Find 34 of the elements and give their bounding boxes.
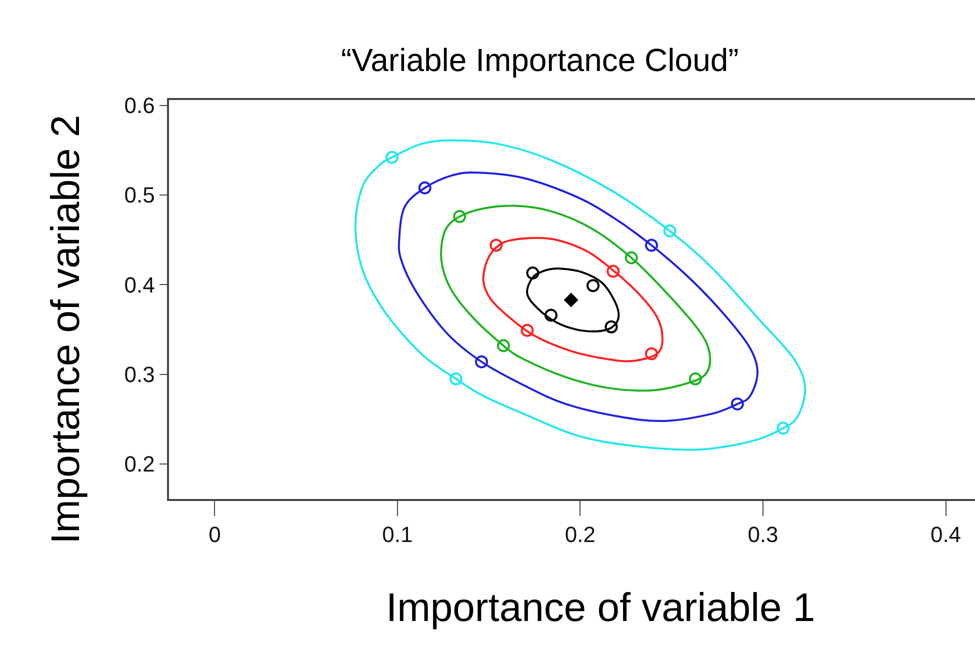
x-tick-label: 0.3: [748, 522, 778, 548]
x-tick-label: 0: [208, 522, 221, 548]
y-tick-label: 0.5: [124, 182, 155, 208]
point: [496, 339, 510, 352]
y-tick-label: 0.2: [124, 452, 155, 477]
point: [586, 279, 600, 292]
x-tick-label: 0.1: [382, 522, 413, 548]
point: [418, 181, 432, 194]
point: [520, 324, 534, 337]
point: [544, 308, 558, 322]
point: [776, 422, 790, 435]
chart-title: “Variable Importance Cloud”: [341, 42, 739, 78]
point: [730, 397, 744, 410]
point: [606, 264, 620, 278]
y-tick-label: 0.6: [124, 93, 155, 118]
point: [475, 355, 488, 368]
point: [688, 372, 702, 386]
y-tick-label: 0.3: [124, 362, 155, 388]
point: [663, 224, 676, 238]
y-tick-label: 0.4: [124, 272, 155, 298]
x-tick-label: 0.4: [930, 522, 962, 548]
point: [645, 347, 658, 360]
x-tick-label: 0.2: [564, 522, 596, 548]
point: [645, 238, 658, 252]
point: [385, 150, 398, 164]
point: [564, 293, 578, 307]
x-axis-title: Importance of variable 1: [386, 586, 816, 630]
point: [449, 372, 462, 386]
y-axis-title: Importance of variable 2: [44, 114, 88, 544]
point: [453, 210, 466, 224]
point: [624, 251, 638, 264]
point: [526, 266, 540, 280]
point: [604, 320, 618, 334]
point: [490, 238, 503, 252]
